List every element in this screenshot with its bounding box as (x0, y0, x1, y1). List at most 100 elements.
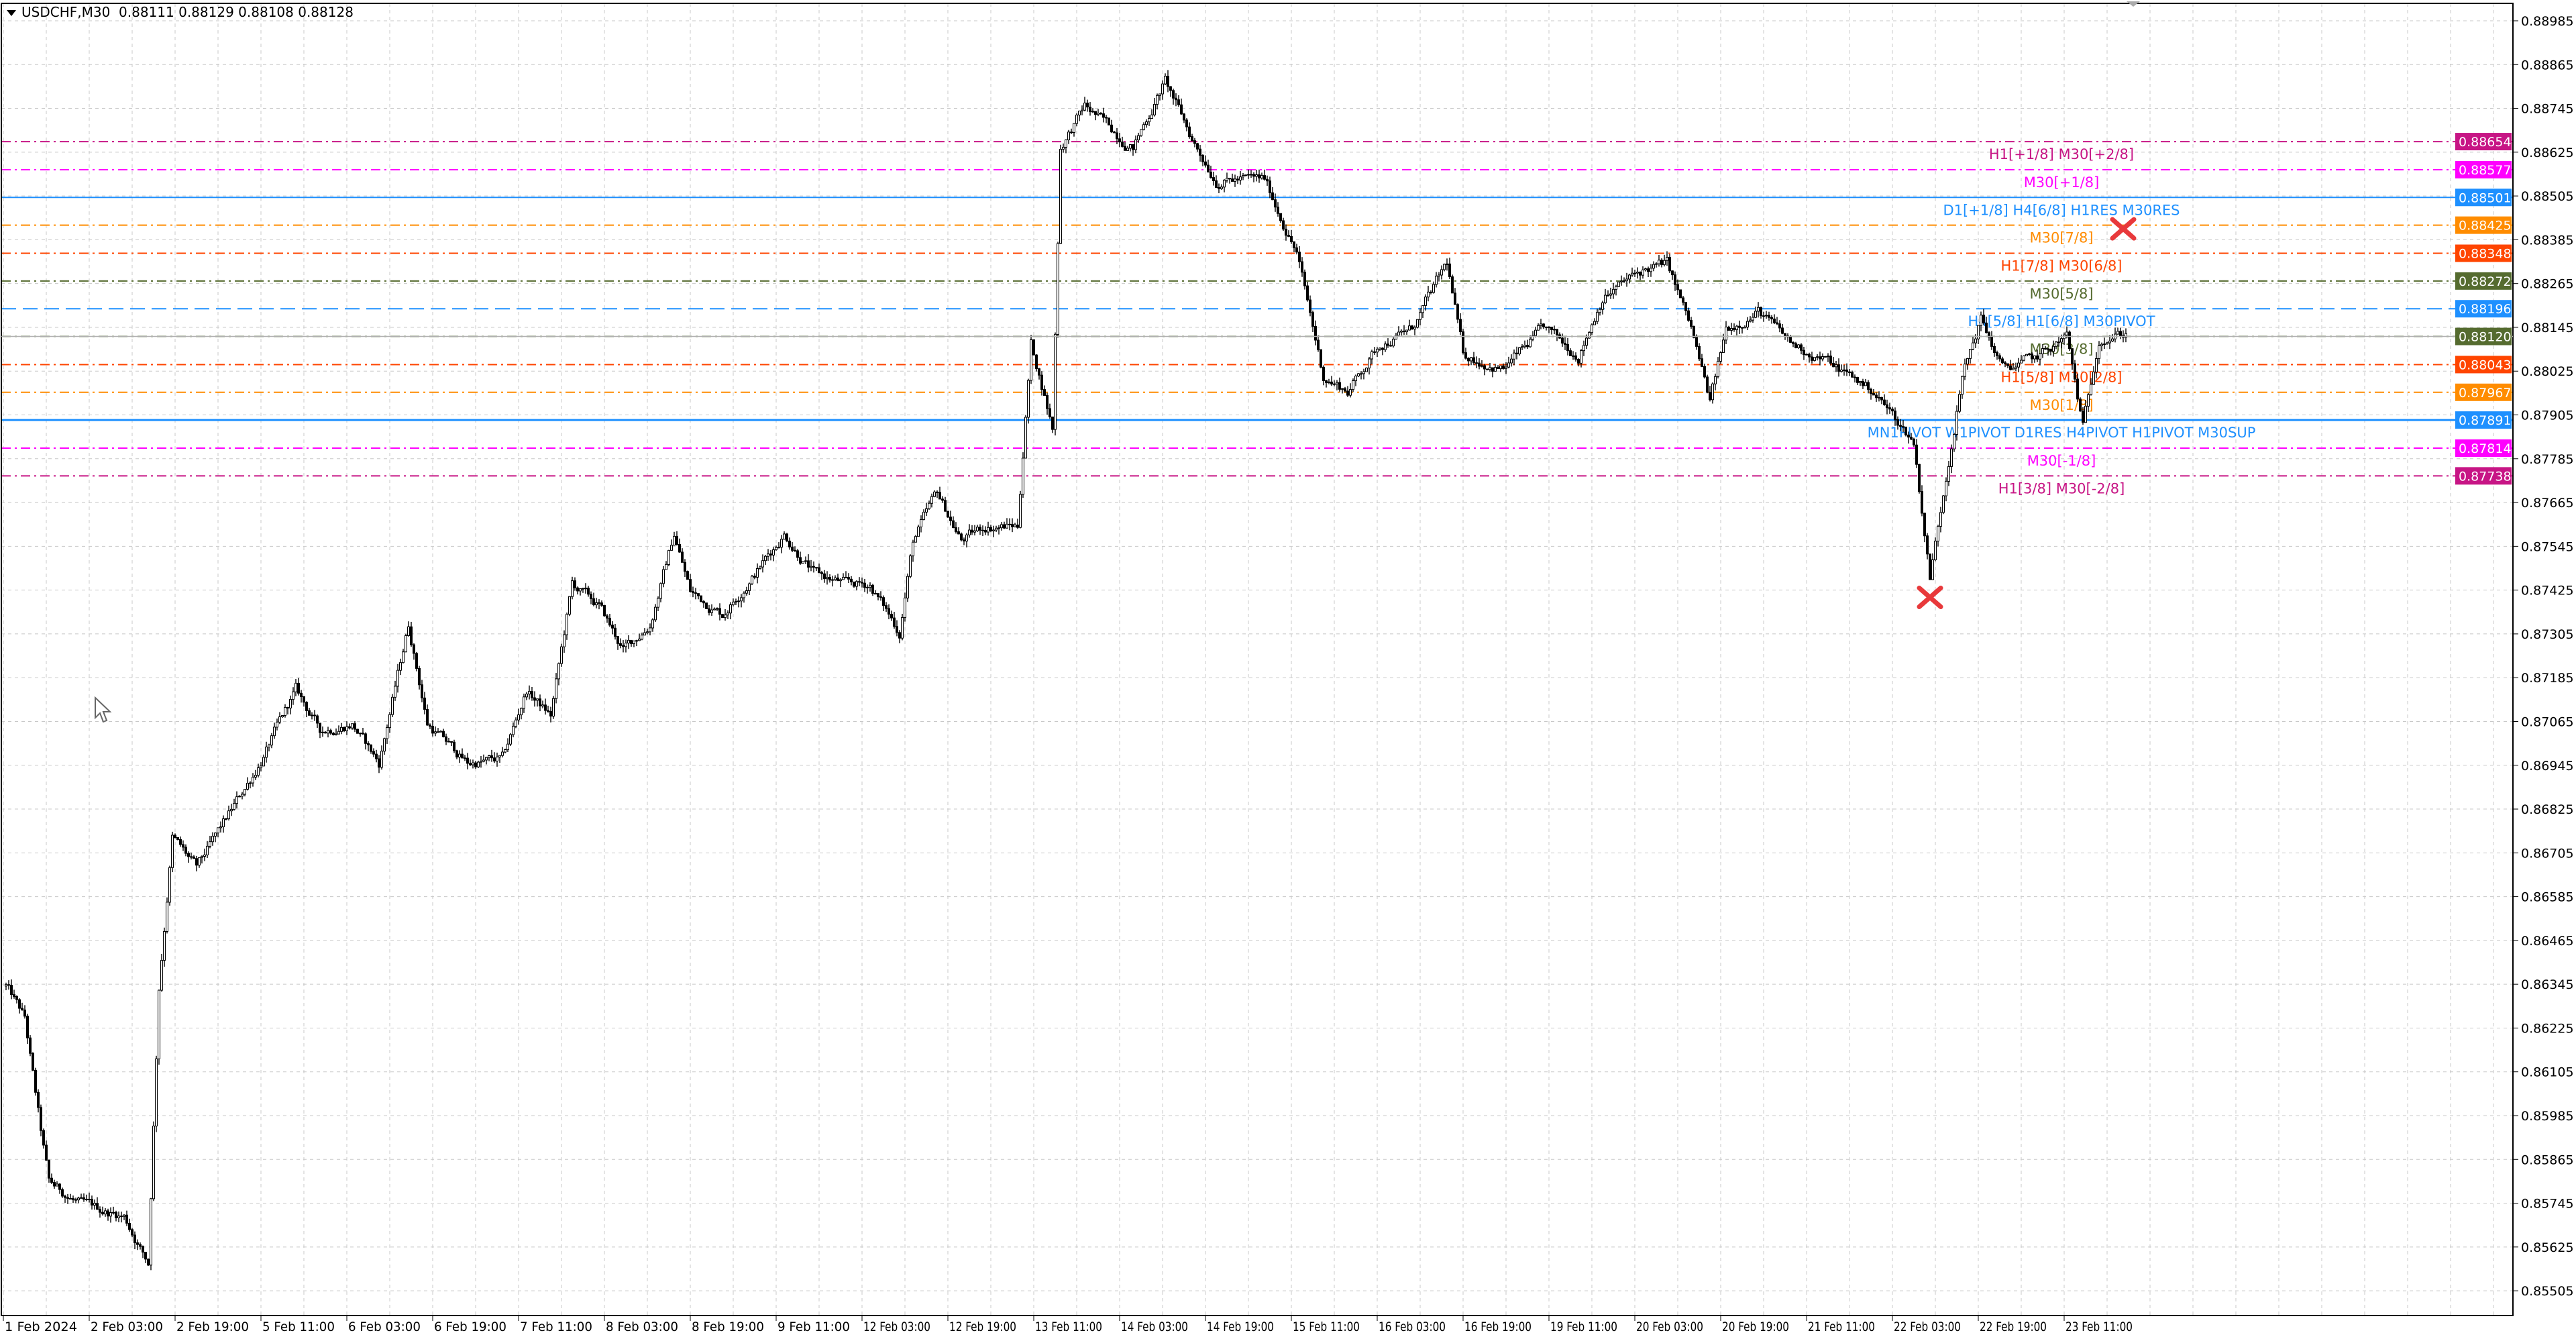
candle (1652, 261, 1655, 272)
level-price-box (2455, 327, 2512, 345)
candle (1550, 327, 1553, 335)
candle (1939, 506, 1942, 533)
candle-body (531, 691, 533, 698)
candle (1749, 316, 1752, 323)
candle-body (96, 1203, 99, 1210)
candle-body (1019, 494, 1022, 528)
candle (396, 663, 399, 693)
candle (1430, 290, 1432, 294)
cross-stroke (2110, 217, 2137, 241)
candle-body (1580, 350, 1582, 364)
candle-body (1714, 376, 1717, 384)
candle-body (965, 534, 968, 542)
candle (651, 618, 654, 632)
candle (168, 865, 171, 906)
candle (56, 1181, 58, 1187)
candle (2074, 360, 2076, 383)
candle-body (1236, 178, 1239, 180)
candle (1907, 431, 1910, 444)
candle-body (1832, 362, 1835, 368)
candle (1371, 350, 1373, 364)
candle-body (1105, 117, 1108, 119)
candle-body (520, 708, 523, 716)
candle (874, 590, 877, 595)
candle (1446, 258, 1448, 271)
candle (158, 989, 160, 1065)
candle (1180, 98, 1183, 115)
candle (1188, 122, 1191, 139)
candle (799, 551, 802, 565)
candle (1921, 485, 1923, 517)
candle (1899, 419, 1902, 431)
candle (1666, 251, 1668, 266)
candle-body (1918, 464, 1921, 492)
candle (1668, 254, 1671, 274)
candle-body (2033, 355, 2036, 360)
candle (831, 576, 834, 587)
level-label: M30[-1/8] (2027, 453, 2096, 469)
candle-body (1633, 272, 1636, 274)
candle (1054, 332, 1057, 436)
candle-body (1588, 332, 1591, 339)
candle (1344, 386, 1346, 393)
candle (136, 1239, 139, 1250)
candle-body (1467, 358, 1470, 362)
candle-body (681, 551, 684, 563)
candle-body (1966, 358, 1969, 365)
candle (1486, 368, 1489, 371)
candle (1153, 97, 1156, 117)
candle (1972, 337, 1974, 351)
candle-body (786, 533, 788, 541)
candle-body (1625, 278, 1628, 282)
candle-body (1620, 280, 1623, 282)
candle (1786, 333, 1789, 342)
candle-body (421, 684, 423, 698)
candle-body (1338, 382, 1341, 390)
candle (955, 522, 957, 534)
candle-body (23, 1010, 26, 1017)
candle-body (496, 756, 498, 761)
candle-body (1660, 260, 1663, 266)
time-tick-label: 20 Feb 03:00 (1636, 1320, 1703, 1334)
candle (128, 1218, 131, 1232)
candle (877, 593, 879, 600)
candle (1172, 89, 1175, 105)
candle-body (268, 745, 270, 748)
candle (1102, 107, 1105, 123)
candle-body (882, 597, 885, 606)
candle-body (549, 710, 552, 717)
candle (1191, 133, 1193, 142)
candle (1757, 302, 1760, 318)
candle-body (1964, 364, 1966, 377)
candle (1057, 242, 1059, 338)
collapse-triangle-icon[interactable] (7, 10, 16, 16)
candle (1470, 356, 1472, 366)
candle-body (1652, 264, 1655, 269)
candle-body (877, 593, 879, 598)
candle-body (651, 619, 654, 629)
candle-body (1282, 220, 1285, 230)
candle (1462, 329, 1464, 355)
candle-body (1502, 365, 1505, 369)
level-price-tag: 0.87891 (2455, 411, 2512, 429)
candle (1980, 311, 1982, 331)
candle (1647, 266, 1650, 278)
candle (1827, 353, 1829, 362)
candle (1210, 166, 1212, 179)
candle (769, 549, 772, 561)
candle-body (952, 520, 955, 529)
candle-body (214, 833, 217, 837)
candle (823, 570, 826, 583)
candle (1113, 131, 1116, 133)
candle-body (1609, 293, 1612, 296)
level-price-label: 0.87891 (2459, 413, 2512, 428)
candle-body (115, 1212, 117, 1218)
candle-body (1244, 174, 1247, 176)
candle (77, 1196, 80, 1203)
candle-body (1604, 294, 1607, 303)
candle-body (761, 560, 764, 568)
candle-body (536, 698, 539, 701)
candle (58, 1183, 61, 1194)
candle (509, 733, 512, 746)
